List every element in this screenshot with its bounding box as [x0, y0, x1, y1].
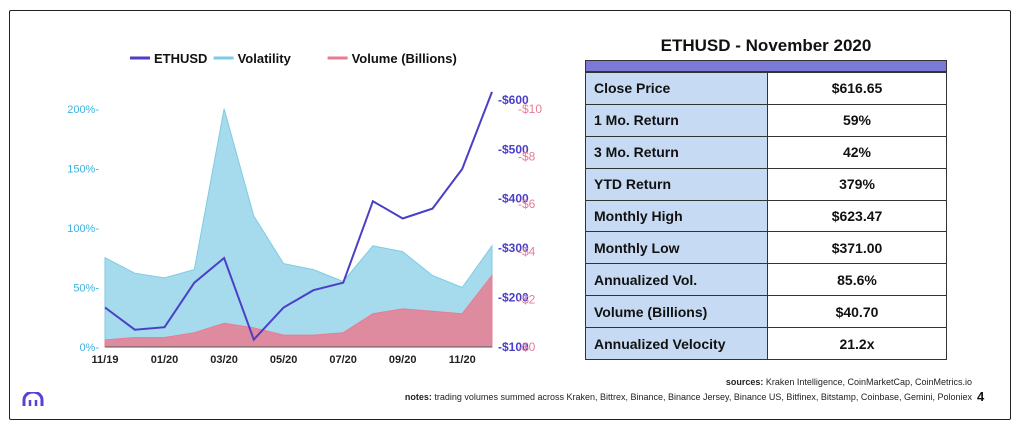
table-row: YTD Return 379% — [585, 167, 947, 201]
volume-tick-label: -$10 — [518, 102, 542, 116]
volume-tick-label: -$2 — [518, 292, 536, 306]
usd-tick-label: -$200 — [498, 291, 529, 305]
usd-tick-label: -$600 — [498, 93, 529, 107]
x-tick-label: 05/20 — [270, 354, 298, 366]
row-value: 21.2x — [767, 327, 947, 360]
table-row: 3 Mo. Return 42% — [585, 135, 947, 169]
sources-note: sources: Kraken Intelligence, CoinMarket… — [726, 377, 972, 387]
x-tick-label: 03/20 — [210, 354, 238, 366]
usd-tick-label: -$400 — [498, 192, 529, 206]
x-tick-label: 09/20 — [389, 354, 417, 366]
legend-label: ETHUSD — [154, 51, 207, 66]
volume-tick-label: -$0 — [518, 340, 536, 354]
row-label: Monthly High — [585, 199, 768, 233]
row-label: YTD Return — [585, 167, 768, 201]
x-tick-label: 01/20 — [151, 354, 179, 366]
legend-label: Volatility — [238, 51, 292, 66]
ethusd-chart: 0%-50%-100%-150%-200%--$100-$200-$300-$4… — [67, 51, 542, 366]
row-label: Monthly Low — [585, 231, 768, 265]
table-row: 1 Mo. Return 59% — [585, 103, 947, 137]
volatility-area — [104, 108, 493, 348]
left-tick-label: 200%- — [67, 104, 99, 116]
x-tick-label: 11/19 — [92, 354, 119, 366]
table-row: Annualized Velocity 21.2x — [585, 327, 947, 360]
row-value: $623.47 — [767, 199, 947, 233]
slide-frame — [9, 10, 1011, 420]
left-tick-label: 0%- — [79, 342, 99, 354]
row-label: Annualized Velocity — [585, 327, 768, 360]
row-label: Close Price — [585, 72, 768, 105]
table-row: Monthly High $623.47 — [585, 199, 947, 233]
volume-tick-label: -$8 — [518, 149, 536, 163]
kraken-logo-icon — [22, 392, 44, 406]
usd-tick-label: -$500 — [498, 142, 529, 156]
row-label: Volume (Billions) — [585, 295, 768, 328]
notes-label: notes: — [404, 392, 432, 402]
sources-text: Kraken Intelligence, CoinMarketCap, Coin… — [763, 377, 972, 387]
row-value: $616.65 — [767, 72, 947, 105]
table-header-band — [585, 60, 947, 72]
page-number: 4 — [977, 389, 985, 404]
volume-area — [104, 274, 493, 348]
volume-tick-label: -$6 — [518, 197, 536, 211]
notes-text: trading volumes summed across Kraken, Bi… — [431, 392, 972, 402]
x-tick-label: 07/20 — [329, 354, 357, 366]
left-tick-label: 150%- — [67, 163, 99, 175]
ethusd-line — [104, 91, 493, 342]
usd-tick-label: -$300 — [498, 241, 529, 255]
legend-label: Volume (Billions) — [352, 51, 457, 66]
row-value: 42% — [767, 135, 947, 169]
stats-table: Close Price $616.65 1 Mo. Return 59% 3 Mo. R… — [585, 72, 947, 360]
usd-tick-label: -$100 — [498, 340, 529, 354]
volume-tick-label: -$4 — [518, 245, 536, 259]
table-row: Monthly Low $371.00 — [585, 231, 947, 265]
row-label: Annualized Vol. — [585, 263, 768, 297]
row-value: 59% — [767, 103, 947, 137]
sources-label: sources: — [725, 377, 764, 387]
left-tick-label: 50%- — [73, 282, 99, 294]
row-label: 1 Mo. Return — [585, 103, 768, 137]
row-value: $371.00 — [767, 231, 947, 265]
row-label: 3 Mo. Return — [585, 135, 768, 169]
row-value: 85.6% — [767, 263, 947, 297]
table-title: ETHUSD - November 2020 — [660, 36, 872, 55]
table-row: Annualized Vol. 85.6% — [585, 263, 947, 297]
table-row: Close Price $616.65 — [585, 72, 947, 105]
row-value: $40.70 — [767, 295, 947, 328]
x-tick-label: 11/20 — [449, 354, 476, 366]
left-tick-label: 100%- — [67, 223, 99, 235]
row-value: 379% — [767, 167, 947, 201]
table-row: Volume (Billions) $40.70 — [585, 295, 947, 328]
notes-note: notes: trading volumes summed across Kra… — [405, 392, 972, 402]
